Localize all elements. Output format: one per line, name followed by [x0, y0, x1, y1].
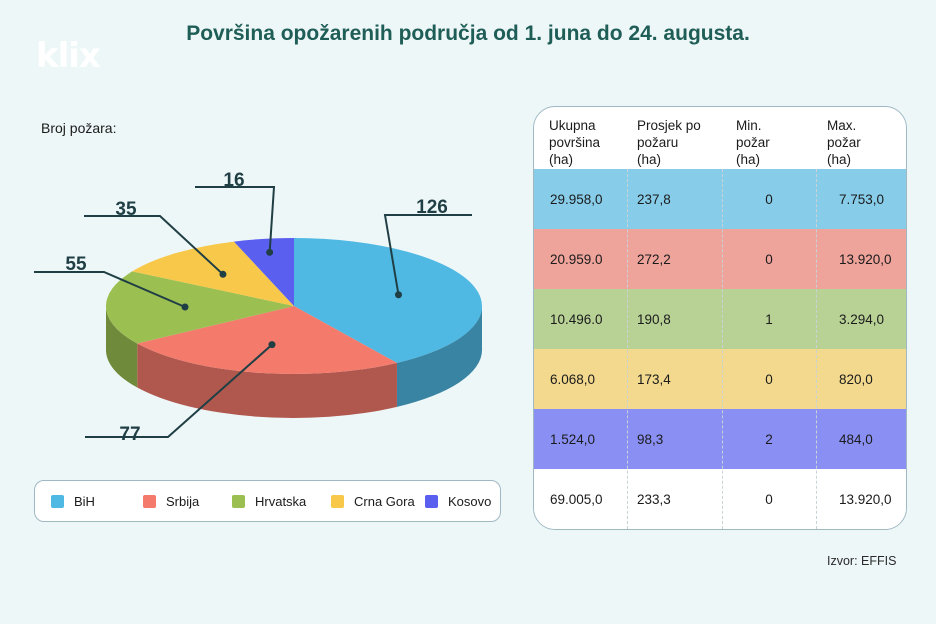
table-row: 6.068,0 173,4 0 820,0 [534, 349, 906, 409]
pie-side-hrvatska [106, 306, 138, 388]
leader-line-srbija [85, 343, 273, 438]
pie-slice-bih [294, 237, 483, 363]
legend-label: Srbija [166, 493, 200, 509]
table-cell: 69.005,0 [550, 491, 603, 507]
chart-title: Broj požara: [41, 120, 117, 136]
table-cell: 237,8 [637, 191, 671, 207]
source-note: Izvor: EFFIS [827, 554, 897, 568]
legend-item-srbija: Srbija [143, 481, 199, 521]
table-cell: 173,4 [637, 371, 671, 387]
table-cell: 20.959.0 [550, 251, 603, 267]
pie-slice-crna-gora [132, 241, 294, 306]
chart-legend: BiH Srbija Hrvatska Crna Gora Kosovo [34, 480, 501, 522]
table-row: 29.958,0 237,8 0 7.753,0 [534, 169, 906, 229]
table-cell: 190,8 [637, 311, 671, 327]
legend-item-hrvatska: Hrvatska [232, 481, 306, 521]
column-divider [722, 169, 723, 529]
table-cell: 10.496.0 [550, 311, 603, 327]
value-label-srbija: 77 [119, 424, 140, 445]
leader-dot-bih [394, 291, 402, 299]
leader-line-bih [383, 214, 472, 295]
column-divider [627, 169, 628, 529]
pie-labels: 126 77 55 35 16 [34, 170, 472, 445]
leader-line-hrvatska [34, 271, 186, 308]
pie-side-srbija [137, 343, 397, 418]
leader-line-kosovo [195, 186, 276, 253]
table-cell: 2 [765, 431, 773, 447]
value-label-kosovo: 16 [223, 170, 244, 191]
table-cell: 29.958,0 [550, 191, 603, 207]
leader-dot-kosovo [266, 248, 274, 256]
pie-slice-kosovo [233, 238, 294, 306]
table-row: 69.005,0 233,3 0 13.920,0 [534, 469, 906, 529]
table-cell: 1.524,0 [550, 431, 596, 447]
leader-dot-crna-gora [219, 270, 227, 278]
table-cell: 0 [765, 251, 773, 267]
table-header-total-area: Ukupna površina (ha) [549, 118, 601, 167]
table-header-min-fire: Min. požar (ha) [736, 118, 770, 167]
legend-label: BiH [74, 493, 95, 509]
page-title: Površina opožarenih područja od 1. juna … [186, 22, 750, 45]
legend-label: Kosovo [448, 493, 492, 509]
stats-table: Ukupna površina (ha) Prosjek po požaru (ha) … [533, 106, 907, 530]
table-cell: 13.920,0 [839, 491, 892, 507]
pie-slice-srbija [137, 306, 397, 375]
column-divider [816, 169, 817, 529]
table-cell: 233,3 [637, 491, 671, 507]
pie-sides [106, 306, 482, 418]
legend-swatch [51, 494, 64, 508]
legend-label: Crna Gora [354, 493, 415, 509]
leader-line-crna-gora [84, 215, 224, 276]
pie-side-bih [396, 306, 482, 407]
pie-slice-hrvatska [105, 271, 294, 344]
table-cell: 0 [765, 191, 773, 207]
table-cell: 98,3 [637, 431, 664, 447]
table-cell: 7.753,0 [839, 191, 885, 207]
value-label-bih: 126 [416, 197, 448, 218]
table-cell: 272,2 [637, 251, 671, 267]
logo: klix [36, 36, 101, 76]
legend-item-bih: BiH [51, 481, 95, 521]
legend-swatch [331, 494, 344, 508]
table-row: 1.524,0 98,3 2 484,0 [534, 409, 906, 469]
legend-item-kosovo: Kosovo [425, 481, 491, 521]
table-cell: 1 [765, 311, 773, 327]
table-header-avg-per-fire: Prosjek po požaru (ha) [637, 118, 701, 167]
legend-swatch [232, 494, 245, 508]
table-cell: 13.920,0 [839, 251, 892, 267]
legend-item-crna-gora: Crna Gora [331, 481, 415, 521]
table-cell: 3.294,0 [839, 311, 885, 327]
table-row: 10.496.0 190,8 1 3.294,0 [534, 289, 906, 349]
pie-top [105, 237, 483, 375]
value-label-hrvatska: 55 [65, 254, 87, 275]
table-cell: 6.068,0 [550, 371, 596, 387]
table-cell: 484,0 [839, 431, 873, 447]
table-cell: 0 [765, 491, 773, 507]
table-cell: 0 [765, 371, 773, 387]
legend-label: Hrvatska [255, 493, 307, 509]
legend-swatch [143, 494, 156, 508]
table-row: 20.959.0 272,2 0 13.920,0 [534, 229, 906, 289]
legend-swatch [425, 494, 438, 508]
table-cell: 820,0 [839, 371, 873, 387]
leader-dot-srbija [268, 341, 276, 349]
value-label-crna-gora: 35 [115, 199, 137, 220]
leader-dot-hrvatska [181, 303, 189, 311]
table-header-max-fire: Max. požar (ha) [827, 118, 861, 167]
